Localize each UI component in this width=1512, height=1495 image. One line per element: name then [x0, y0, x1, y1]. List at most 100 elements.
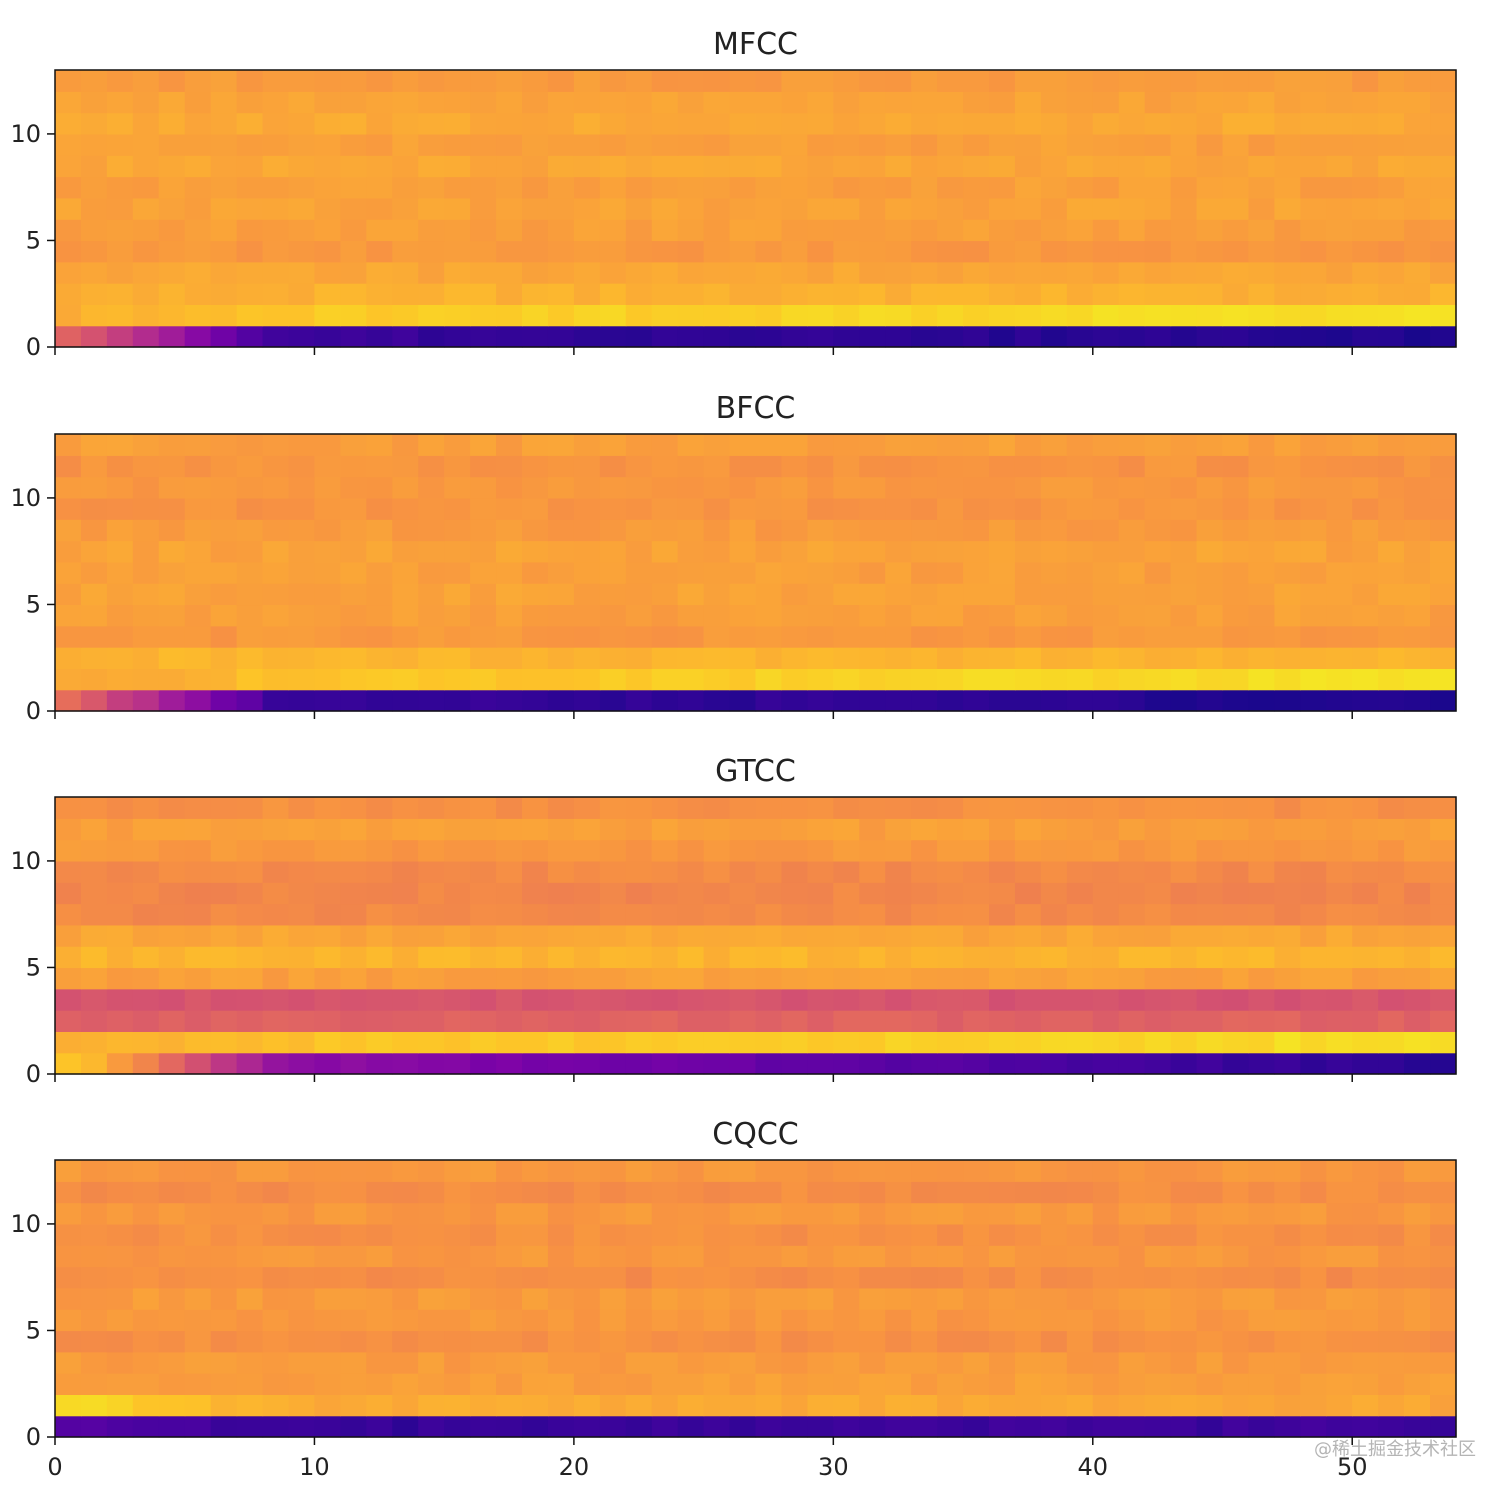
heatmap-cell [262, 946, 290, 969]
heatmap-cell [1040, 1031, 1068, 1054]
heatmap-cell [937, 1160, 964, 1182]
heatmap-cell [833, 1202, 860, 1225]
heatmap-cell [1222, 176, 1250, 199]
heatmap-cell [1014, 455, 1042, 478]
heatmap-cell [1352, 924, 1379, 947]
heatmap-cell [1430, 561, 1457, 584]
heatmap-cell [989, 860, 1016, 883]
heatmap-cell [1248, 133, 1275, 156]
heatmap-cell [937, 1309, 964, 1332]
heatmap-cell [236, 1394, 264, 1417]
heatmap-cell [1326, 304, 1353, 327]
heatmap-cell [547, 1181, 575, 1204]
heatmap-cell [106, 946, 134, 969]
heatmap-cell [522, 70, 549, 92]
heatmap-cell [418, 91, 445, 114]
heatmap-cell [262, 434, 290, 456]
heatmap-cell [703, 497, 731, 520]
heatmap-cell [1378, 261, 1405, 284]
heatmap-cell [522, 519, 549, 542]
heatmap-cell [444, 668, 471, 691]
heatmap-cell [729, 1287, 757, 1310]
heatmap-cell [1118, 1373, 1146, 1395]
heatmap-cell [392, 1394, 419, 1417]
heatmap-cell [444, 946, 471, 969]
heatmap-cell [1170, 304, 1198, 327]
heatmap-cell [522, 583, 549, 606]
heatmap-cell [625, 839, 653, 862]
heatmap-cell [781, 325, 808, 348]
heatmap-cell [963, 1052, 990, 1075]
heatmap-cell [547, 219, 575, 242]
heatmap-cell [496, 91, 523, 114]
heatmap-cell [1404, 1394, 1431, 1417]
heatmap-cell [911, 583, 938, 606]
heatmap-cell [1274, 283, 1301, 305]
heatmap-cell [963, 903, 990, 926]
heatmap-cell [573, 1266, 601, 1289]
heatmap-cell [392, 133, 419, 156]
heatmap-cell [781, 967, 808, 990]
heatmap-cell [1222, 604, 1250, 627]
heatmap-cell [496, 967, 523, 990]
heatmap-cell [1014, 1052, 1042, 1075]
heatmap-cell [366, 155, 393, 178]
heatmap-cell [55, 455, 82, 478]
heatmap-cell [1404, 839, 1431, 862]
heatmap-cell [677, 860, 705, 883]
heatmap-cell [859, 219, 886, 242]
heatmap-cell [106, 1287, 134, 1310]
heatmap-cell [392, 604, 419, 627]
heatmap-cell [1378, 1266, 1405, 1289]
heatmap-cell [444, 455, 471, 478]
heatmap-cell [781, 176, 808, 199]
heatmap-cell [651, 197, 679, 220]
heatmap-cell [80, 860, 108, 883]
heatmap-cell [677, 497, 705, 520]
heatmap-cell [1378, 1330, 1405, 1353]
heatmap-cell [911, 434, 938, 456]
heatmap-cell [547, 133, 575, 156]
heatmap-cell [677, 1181, 705, 1204]
heatmap-cell [106, 689, 134, 712]
heatmap-cell [1274, 967, 1301, 990]
heatmap-cell [1300, 240, 1327, 263]
heatmap-cell [573, 625, 601, 648]
heatmap-cell [781, 1052, 808, 1075]
heatmap-cell [703, 797, 731, 819]
heatmap-cell [1118, 497, 1146, 520]
heatmap-cell [573, 860, 601, 883]
heatmap-cell [288, 497, 316, 520]
heatmap-cell [833, 839, 860, 862]
heatmap-cell [444, 283, 471, 305]
heatmap-cell [807, 604, 834, 627]
heatmap-cell [418, 988, 445, 1011]
heatmap-cell [236, 176, 264, 199]
heatmap-cell [106, 1373, 134, 1395]
heatmap-cell [1248, 1373, 1275, 1395]
heatmap-cell [1222, 219, 1250, 242]
heatmap-cell [1404, 1245, 1431, 1268]
heatmap-cell [1014, 197, 1042, 220]
heatmap-cell [1092, 1181, 1120, 1204]
heatmap-cell [1274, 1266, 1301, 1289]
heatmap-cell [444, 176, 471, 199]
heatmap-cell [496, 1351, 523, 1374]
heatmap-cell [55, 689, 82, 712]
heatmap-cell [1092, 91, 1120, 114]
heatmap-cell [314, 540, 341, 563]
heatmap-cell [340, 1351, 367, 1374]
heatmap-cell [599, 946, 627, 969]
heatmap-cell [106, 860, 134, 883]
heatmap-cell [651, 1031, 679, 1054]
heatmap-cell [807, 625, 834, 648]
heatmap-cell [184, 967, 212, 990]
heatmap-cell [911, 797, 938, 819]
heatmap-cell [599, 112, 627, 135]
heatmap-cell [1274, 1373, 1301, 1395]
heatmap-cell [1430, 818, 1457, 841]
heatmap-cell [1118, 625, 1146, 648]
heatmap-cell [833, 497, 860, 520]
heatmap-cell [1404, 1415, 1431, 1438]
heatmap-cell [963, 561, 990, 584]
